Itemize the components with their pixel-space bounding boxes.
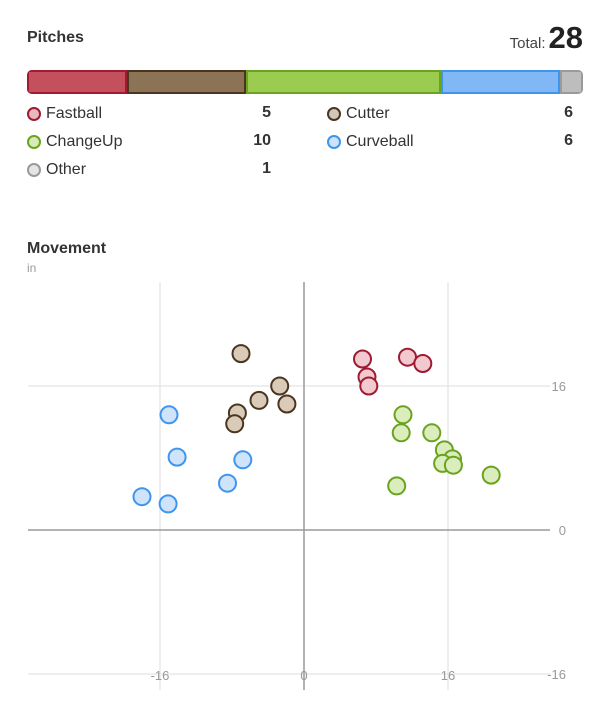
legend-item-other[interactable]: Other: [27, 160, 86, 180]
point-curveball: [158, 494, 178, 514]
legend-count-curveball: 6: [564, 132, 573, 149]
legend-swatch-icon: [27, 107, 41, 121]
legend-item-changeup[interactable]: ChangeUp: [27, 132, 123, 152]
pitches-title: Pitches: [27, 29, 84, 46]
movement-title: Movement: [27, 240, 107, 257]
legend-swatch-icon: [27, 163, 41, 177]
legend-count-cutter: 6: [564, 104, 573, 121]
total-label: Total:: [509, 35, 546, 52]
legend-label: Cutter: [346, 105, 390, 122]
stack-segment-curveball[interactable]: [441, 70, 560, 94]
point-changeup: [443, 455, 463, 475]
legend-label: ChangeUp: [46, 133, 123, 150]
point-curveball: [233, 450, 253, 470]
x-tick-label: -16: [151, 668, 170, 683]
point-cutter: [225, 414, 245, 434]
stack-segment-fastball[interactable]: [27, 70, 127, 94]
legend-swatch-icon: [27, 135, 41, 149]
total-value: 28: [548, 20, 583, 55]
legend-label: Fastball: [46, 105, 103, 122]
point-curveball: [218, 473, 237, 493]
point-curveball: [132, 487, 152, 507]
legend-swatch-icon: [327, 135, 341, 149]
point-fastball: [359, 376, 379, 396]
x-tick-label: 0: [300, 668, 307, 683]
movement-unit: in: [27, 261, 37, 275]
pitches-header: Pitches Total: 28: [27, 20, 583, 60]
point-changeup: [422, 423, 442, 443]
legend-label: Other: [46, 161, 87, 178]
y-tick-label: -16: [547, 667, 566, 682]
point-fastball: [353, 349, 372, 369]
x-tick-label: 16: [441, 668, 455, 683]
point-cutter: [277, 394, 297, 414]
total-count: Total: 28: [510, 20, 583, 56]
point-changeup: [393, 405, 413, 425]
legend-item-fastball[interactable]: Fastball: [27, 104, 102, 124]
pitch-mix-bar: [27, 70, 583, 94]
stack-segment-changeup[interactable]: [245, 70, 441, 94]
point-changeup: [387, 476, 407, 496]
legend-swatch-icon: [327, 107, 341, 121]
legend-count-changeup: 10: [253, 132, 271, 149]
point-curveball: [159, 405, 179, 425]
point-fastball: [413, 354, 433, 373]
stack-segment-other[interactable]: [559, 70, 583, 94]
y-tick-label: 0: [559, 523, 566, 538]
y-tick-label: 16: [552, 379, 566, 394]
point-cutter: [249, 390, 269, 410]
legend-item-cutter[interactable]: Cutter: [327, 104, 390, 124]
point-changeup: [391, 423, 411, 443]
point-cutter: [231, 344, 251, 364]
stack-segment-cutter[interactable]: [126, 70, 246, 94]
point-changeup: [481, 465, 501, 485]
legend-label: Curveball: [346, 133, 414, 150]
legend-item-curveball[interactable]: Curveball: [327, 132, 414, 152]
point-cutter: [270, 376, 290, 396]
legend-count-other: 1: [262, 160, 271, 177]
point-curveball: [167, 447, 187, 467]
legend-count-fastball: 5: [262, 104, 271, 121]
